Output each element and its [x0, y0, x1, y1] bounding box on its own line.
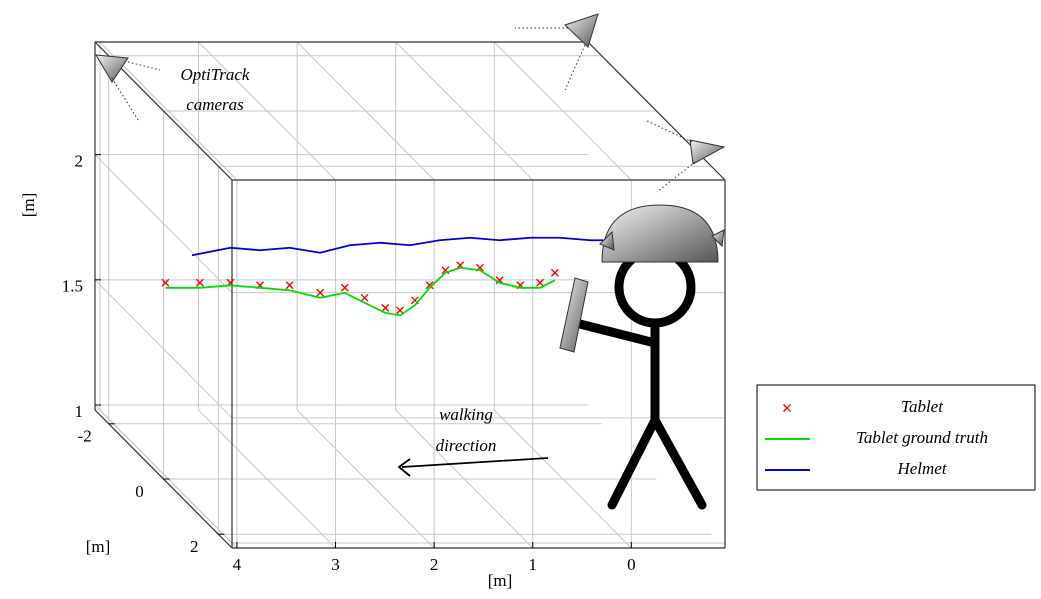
plot-area	[162, 238, 603, 316]
x-tick-label: 4	[233, 555, 242, 574]
legend-label: Tablet	[901, 397, 944, 416]
person	[572, 251, 702, 505]
walking-arrow	[402, 458, 548, 467]
x-tick-label: 2	[430, 555, 439, 574]
y-tick-label: 0	[135, 482, 144, 501]
data-point	[286, 282, 293, 289]
y-tick-label: 2	[190, 537, 199, 556]
x-axis-label: [m]	[488, 571, 513, 590]
helmet	[602, 205, 718, 262]
page: {"chart_data": {"type": "line3d", "xlabe…	[0, 0, 1041, 599]
ray	[112, 78, 138, 120]
legend-label: Tablet ground truth	[856, 428, 988, 447]
y-axis-label: [m]	[86, 537, 111, 556]
data-point	[537, 279, 544, 286]
cameras	[96, 14, 724, 164]
z-tick-label: 2	[75, 152, 84, 171]
ray	[128, 62, 160, 70]
annotation: direction	[436, 436, 497, 455]
z-tick-label: 1	[75, 402, 84, 421]
annotation: walking	[439, 405, 493, 424]
leg	[612, 420, 655, 505]
x-tick-label: 3	[331, 555, 340, 574]
series-line	[192, 238, 603, 256]
camera	[96, 55, 128, 82]
camera	[690, 140, 724, 164]
annotation: cameras	[186, 95, 244, 114]
tablet	[560, 278, 588, 352]
data-point	[196, 279, 203, 286]
chart: OptiTrack cameras walking direction [m] …	[0, 0, 1041, 599]
x-tick-label: 1	[528, 555, 537, 574]
leg	[655, 420, 702, 505]
y-tick-label: -2	[78, 427, 92, 446]
legend-label: Helmet	[896, 459, 947, 478]
series-line	[165, 268, 554, 316]
data-point	[162, 279, 169, 286]
data-point	[382, 304, 389, 311]
annotation: OptiTrack	[181, 65, 250, 84]
z-axis-label: [m]	[19, 193, 38, 218]
x-tick-label: 0	[627, 555, 636, 574]
data-point	[551, 269, 558, 276]
data-point	[361, 294, 368, 301]
legend: Tablet Tablet ground truth Helmet	[757, 385, 1035, 490]
data-point	[341, 284, 348, 291]
z-tick-label: 1.5	[62, 277, 83, 296]
ray	[565, 45, 585, 90]
